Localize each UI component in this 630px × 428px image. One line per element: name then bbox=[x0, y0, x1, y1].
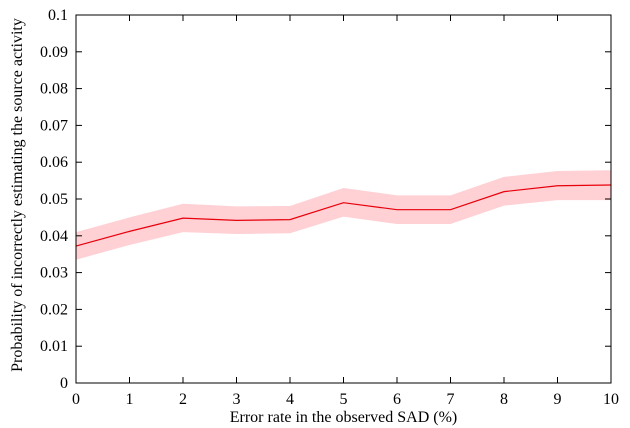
y-tick-label: 0.03 bbox=[40, 265, 68, 282]
x-tick-label: 10 bbox=[603, 391, 619, 408]
y-tick-label: 0.04 bbox=[40, 228, 68, 245]
x-tick-label: 2 bbox=[179, 391, 187, 408]
y-tick-label: 0.06 bbox=[40, 154, 68, 171]
x-tick-label: 5 bbox=[340, 391, 348, 408]
y-tick-label: 0.05 bbox=[40, 191, 68, 208]
y-tick-label: 0.01 bbox=[40, 338, 68, 355]
y-tick-label: 0.08 bbox=[40, 81, 68, 98]
x-tick-label: 0 bbox=[72, 391, 80, 408]
y-tick-label: 0.09 bbox=[40, 44, 68, 61]
y-axis-label: Probability of incorrectly estimating th… bbox=[9, 18, 26, 372]
x-tick-label: 9 bbox=[554, 391, 562, 408]
y-tick-label: 0.07 bbox=[40, 117, 68, 134]
x-tick-label: 3 bbox=[233, 391, 241, 408]
y-tick-label: 0.1 bbox=[48, 7, 68, 24]
x-tick-label: 1 bbox=[126, 391, 134, 408]
x-axis-label: Error rate in the observed SAD (%) bbox=[230, 409, 457, 426]
confidence-band bbox=[76, 170, 611, 260]
x-tick-label: 8 bbox=[500, 391, 508, 408]
series-line-layer bbox=[75, 184, 612, 247]
series-line bbox=[75, 184, 612, 247]
y-tick-label: 0.02 bbox=[40, 301, 68, 318]
confidence-band-layer bbox=[76, 170, 611, 260]
x-tick-label: 7 bbox=[447, 391, 455, 408]
tick-layer: 0 1 2 3 4 5 6 7 8 9 10 0 0.01 0.02 0.03 0.04 0.05 0.06 0.0… bbox=[40, 7, 619, 408]
x-tick-label: 4 bbox=[286, 391, 294, 408]
x-tick-label: 6 bbox=[393, 391, 401, 408]
y-tick-label: 0 bbox=[60, 375, 68, 392]
